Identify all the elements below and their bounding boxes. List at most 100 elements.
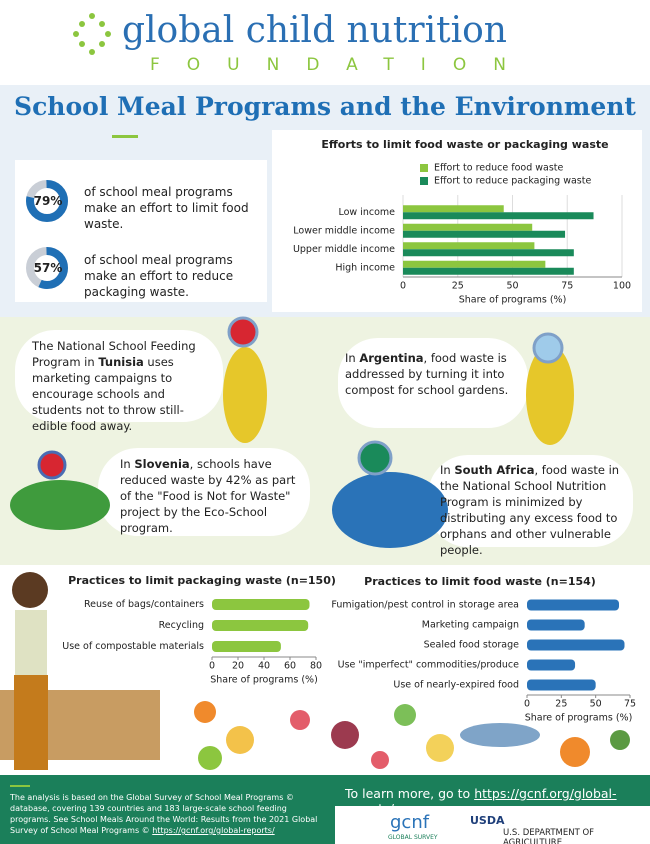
story-text: uses marketing campaigns to encourage sc… xyxy=(32,355,184,433)
note-link[interactable]: https://gcnf.org/global-reports/ xyxy=(152,826,275,835)
story: In South Africa, food waste in the Natio… xyxy=(440,462,625,558)
bubble xyxy=(15,330,223,422)
charts: Efforts to limit food waste or packaging… xyxy=(26,138,636,724)
pin xyxy=(227,316,259,348)
donut-arc xyxy=(26,180,68,222)
y-tick-label: Recycling xyxy=(159,620,204,631)
page-title: School Meal Programs and the Environment xyxy=(14,92,636,121)
bubble xyxy=(338,338,528,428)
map-argentina xyxy=(526,345,574,445)
x-axis-label: Share of programs (%) xyxy=(459,295,567,306)
usda-name: U.S. DEPARTMENT OF AGRICULTURE xyxy=(503,828,595,844)
bar xyxy=(527,679,596,691)
bar xyxy=(527,619,585,631)
x-tick-label: 50 xyxy=(590,699,602,710)
logo-subtitle: FOUNDATION xyxy=(150,55,533,75)
logo-dots xyxy=(73,13,111,55)
bar xyxy=(403,249,574,257)
y-tick-label: Low income xyxy=(338,207,395,218)
x-tick-label: 25 xyxy=(555,699,567,710)
story-text: In xyxy=(440,463,455,477)
pin xyxy=(357,440,393,476)
x-tick-label: 25 xyxy=(452,281,464,292)
stat-value: 57% xyxy=(33,261,63,275)
story: In Argentina, food waste is addressed by… xyxy=(345,350,515,398)
footer-note: The analysis is based on the Global Surv… xyxy=(10,792,328,836)
bubble xyxy=(428,455,633,547)
x-tick-label: 100 xyxy=(613,281,631,292)
x-tick-label: 80 xyxy=(310,661,322,672)
bar xyxy=(212,620,309,631)
map-south-africa xyxy=(332,472,448,548)
x-tick-label: 50 xyxy=(506,281,518,292)
stat-value: 79% xyxy=(33,194,63,208)
bar xyxy=(527,599,620,611)
x-tick-label: 75 xyxy=(561,281,573,292)
legend-label: Effort to reduce packaging waste xyxy=(434,176,591,187)
story-text: , food waste is addressed by turning it … xyxy=(345,351,509,397)
country: South Africa xyxy=(454,463,535,477)
bar xyxy=(527,639,625,651)
x-tick-label: 75 xyxy=(624,699,636,710)
map-slovenia xyxy=(10,480,110,530)
y-tick-label: Use "imperfect" commodities/produce xyxy=(338,660,520,671)
chart-title: Efforts to limit food waste or packaging… xyxy=(321,138,608,151)
bar xyxy=(403,212,594,220)
country: Tunisia xyxy=(98,355,144,369)
legend-label: Effort to reduce food waste xyxy=(434,163,564,174)
bar xyxy=(403,205,504,213)
y-tick-label: Lower middle income xyxy=(293,225,395,236)
x-tick-label: 0 xyxy=(400,281,406,292)
bar xyxy=(527,659,576,671)
illustration xyxy=(0,572,630,770)
story-text: , food waste in the National School Nutr… xyxy=(440,463,620,557)
pin xyxy=(532,332,564,364)
story-text: In xyxy=(120,457,135,471)
stat-text: of school meal programs make an effort t… xyxy=(84,253,234,299)
x-tick-label: 40 xyxy=(258,661,270,672)
stat-text: of school meal programs make an effort t… xyxy=(84,185,249,231)
story-text: In xyxy=(345,351,360,365)
story: In Slovenia, schools have reduced waste … xyxy=(120,456,300,536)
usda-logo: USDA xyxy=(470,814,505,827)
bubble xyxy=(98,448,310,536)
y-tick-label: Reuse of bags/containers xyxy=(84,599,204,610)
title-rule xyxy=(112,135,138,138)
bar xyxy=(403,242,535,250)
footer-logos-band xyxy=(335,806,650,844)
x-axis-label: Share of programs (%) xyxy=(210,675,318,686)
chart-title: Practices to limit packaging waste (n=15… xyxy=(68,574,336,587)
bar xyxy=(212,599,310,610)
learn-more-link[interactable]: https://gcnf.org/global-reports/ xyxy=(345,786,617,816)
bar xyxy=(403,230,566,238)
legend-swatch xyxy=(420,177,428,185)
story-text: The National School Feeding Program in xyxy=(32,339,196,369)
x-tick-label: 60 xyxy=(284,661,296,672)
story: The National School Feeding Program in T… xyxy=(32,338,212,434)
legend-swatch xyxy=(420,164,428,172)
y-tick-label: High income xyxy=(335,262,395,273)
gcnf-logo-sub: GLOBAL SURVEY xyxy=(388,834,438,841)
map-tunisia xyxy=(223,347,267,443)
y-tick-label: Use of nearly-expired food xyxy=(393,680,519,691)
y-tick-label: Fumigation/pest control in storage area xyxy=(331,600,519,611)
x-tick-label: 0 xyxy=(209,661,215,672)
bar xyxy=(403,223,533,231)
donut-arc xyxy=(26,247,68,289)
country: Slovenia xyxy=(134,457,190,471)
logo-title: global child nutrition xyxy=(122,10,507,51)
note-text: The analysis is based on the Global Surv… xyxy=(10,793,318,835)
x-tick-label: 20 xyxy=(232,661,244,672)
y-tick-label: Sealed food storage xyxy=(424,640,519,651)
y-tick-label: Marketing campaign xyxy=(422,620,519,631)
chart-title: Practices to limit food waste (n=154) xyxy=(364,575,596,588)
story-text: , schools have reduced waste by 42% as p… xyxy=(120,457,296,535)
bar xyxy=(212,641,281,652)
country: Argentina xyxy=(359,351,424,365)
chart-box xyxy=(272,130,642,312)
gcnf-logo: gcnf xyxy=(390,812,430,833)
bar xyxy=(403,260,546,268)
footer-rule xyxy=(10,785,30,787)
